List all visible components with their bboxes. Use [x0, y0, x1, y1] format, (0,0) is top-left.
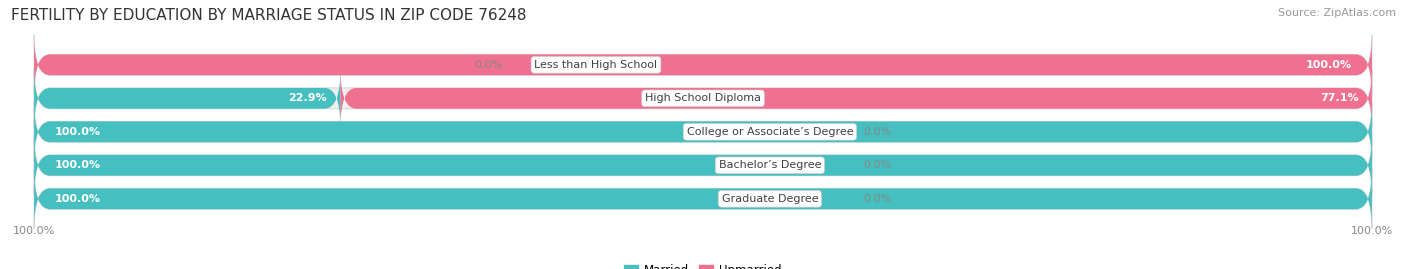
- Text: 0.0%: 0.0%: [863, 160, 891, 170]
- Text: Source: ZipAtlas.com: Source: ZipAtlas.com: [1278, 8, 1396, 18]
- Text: 0.0%: 0.0%: [863, 127, 891, 137]
- Text: 100.0%: 100.0%: [1306, 60, 1351, 70]
- FancyBboxPatch shape: [34, 169, 1372, 229]
- FancyBboxPatch shape: [34, 69, 340, 128]
- Text: FERTILITY BY EDUCATION BY MARRIAGE STATUS IN ZIP CODE 76248: FERTILITY BY EDUCATION BY MARRIAGE STATU…: [11, 8, 527, 23]
- Text: Less than High School: Less than High School: [534, 60, 658, 70]
- Text: Graduate Degree: Graduate Degree: [721, 194, 818, 204]
- FancyBboxPatch shape: [34, 102, 1372, 162]
- Text: 77.1%: 77.1%: [1320, 93, 1358, 103]
- Text: High School Diploma: High School Diploma: [645, 93, 761, 103]
- Text: 100.0%: 100.0%: [55, 127, 100, 137]
- FancyBboxPatch shape: [34, 136, 1372, 195]
- Text: Bachelor’s Degree: Bachelor’s Degree: [718, 160, 821, 170]
- FancyBboxPatch shape: [34, 169, 1372, 229]
- Text: 100.0%: 100.0%: [55, 194, 100, 204]
- Text: 100.0%: 100.0%: [55, 160, 100, 170]
- FancyBboxPatch shape: [34, 102, 1372, 162]
- FancyBboxPatch shape: [34, 35, 1372, 95]
- FancyBboxPatch shape: [34, 35, 1372, 95]
- Text: 22.9%: 22.9%: [288, 93, 328, 103]
- FancyBboxPatch shape: [34, 136, 1372, 195]
- Text: 0.0%: 0.0%: [474, 60, 502, 70]
- FancyBboxPatch shape: [340, 69, 1372, 128]
- Text: 0.0%: 0.0%: [863, 194, 891, 204]
- FancyBboxPatch shape: [34, 69, 1372, 128]
- Legend: Married, Unmarried: Married, Unmarried: [620, 260, 786, 269]
- Text: College or Associate’s Degree: College or Associate’s Degree: [686, 127, 853, 137]
